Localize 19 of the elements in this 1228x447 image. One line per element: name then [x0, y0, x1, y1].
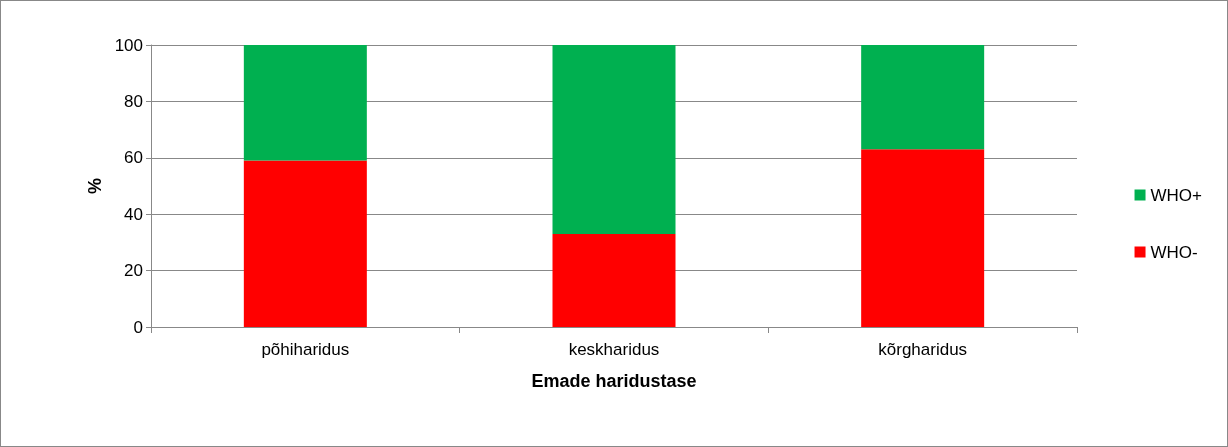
y-axis-title: %: [84, 177, 105, 195]
bar: [243, 160, 367, 327]
bar: [552, 45, 676, 234]
y-tick-label: 0: [133, 317, 143, 337]
x-tick-label: kõrgharidus: [878, 340, 968, 359]
x-tick-label: keskharidus: [568, 340, 660, 359]
legend-label: WHO-: [1150, 242, 1198, 262]
x-axis-title: Emade haridustase: [531, 371, 697, 391]
y-tick-label: 20: [124, 261, 143, 281]
bar: [861, 149, 985, 327]
x-tick-label: põhiharidus: [261, 340, 350, 359]
y-tick-label: 40: [124, 204, 143, 224]
legend-label: WHO+: [1150, 185, 1203, 205]
y-tick-label: 60: [124, 148, 143, 168]
y-tick-label: 80: [124, 91, 143, 111]
bar: [243, 45, 367, 161]
y-tick-label: 100: [114, 35, 143, 55]
bar: [861, 45, 985, 150]
bar: [552, 233, 676, 327]
